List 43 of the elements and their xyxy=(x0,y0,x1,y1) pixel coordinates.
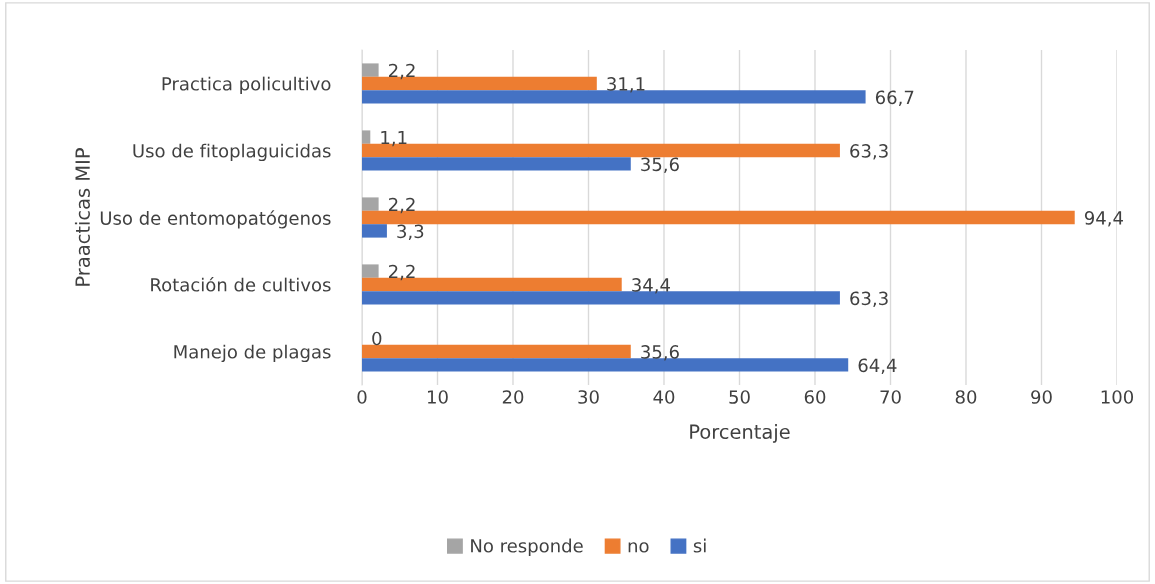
data-label: 64,4 xyxy=(858,358,897,374)
legend-label: si xyxy=(693,538,706,553)
y-tick-label: Manejo de plagas xyxy=(174,344,331,363)
x-tick-label: 100 xyxy=(1101,390,1134,404)
bar xyxy=(362,157,631,171)
data-label: 0 xyxy=(372,331,382,346)
y-tick-label: Uso de fitoplaguicidas xyxy=(133,143,331,162)
data-label: 63,3 xyxy=(850,144,888,160)
bar xyxy=(362,130,371,144)
y-tick-label: Uso de entomopatógenos xyxy=(100,210,331,229)
data-label: 34,4 xyxy=(632,278,670,294)
legend-label: No responde xyxy=(471,538,583,557)
data-label: 2,2 xyxy=(388,197,415,214)
y-tick-label: Rotación de cultivos xyxy=(151,276,331,292)
bar xyxy=(362,224,387,238)
x-tick-label: 60 xyxy=(804,390,826,404)
data-label: 31,1 xyxy=(607,77,645,93)
bar xyxy=(362,63,379,77)
legend-label: no xyxy=(628,542,649,553)
x-axis-title: Porcentaje xyxy=(690,424,790,443)
x-tick-label: 0 xyxy=(357,390,367,404)
data-label: 1,1 xyxy=(381,130,407,147)
x-tick-label: 40 xyxy=(653,390,675,404)
bar xyxy=(362,264,379,278)
x-tick-label: 70 xyxy=(880,390,901,404)
bar xyxy=(362,197,379,211)
data-label: 94,4 xyxy=(1084,211,1123,227)
y-tick-label: Practica policultivo xyxy=(162,76,331,95)
data-label: 63,3 xyxy=(850,291,888,307)
x-tick-label: 20 xyxy=(502,390,524,404)
data-label: 2,2 xyxy=(388,264,415,281)
data-label: 66,7 xyxy=(875,90,914,106)
x-tick-label: 90 xyxy=(1031,390,1052,404)
x-tick-label: 10 xyxy=(428,390,448,404)
x-tick-label: 50 xyxy=(729,390,750,404)
x-tick-label: 30 xyxy=(578,390,599,404)
y-axis-title: Praacticas MIP xyxy=(74,148,90,286)
data-label: 35,6 xyxy=(641,345,679,361)
data-label: 3,3 xyxy=(397,224,424,240)
data-label: 2,2 xyxy=(388,63,415,80)
data-label: 35,6 xyxy=(641,157,679,173)
bar xyxy=(362,344,631,359)
x-tick-label: 80 xyxy=(955,390,977,404)
